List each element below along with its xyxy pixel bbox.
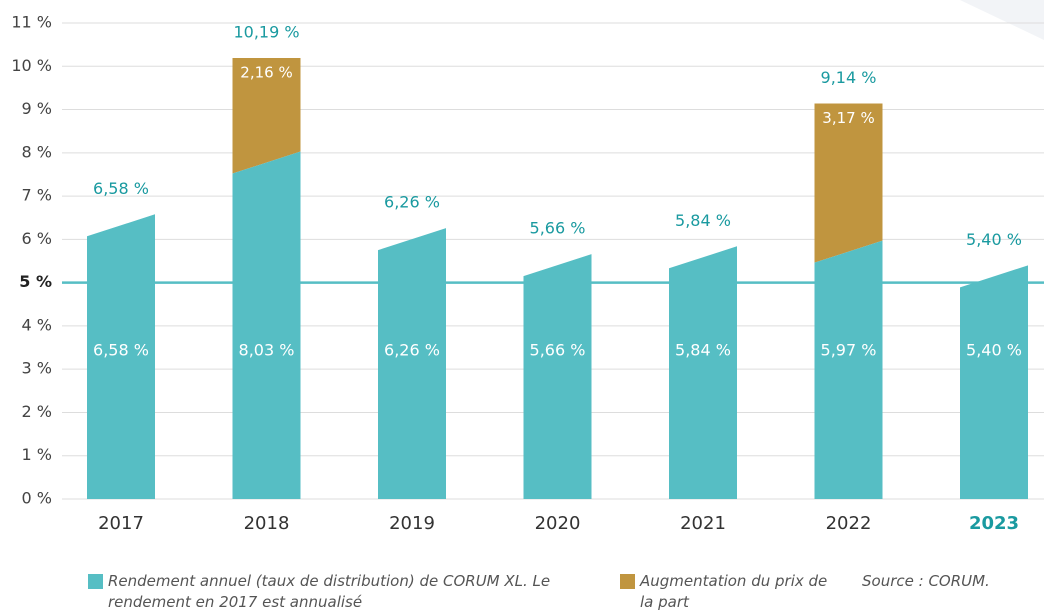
y-tick-label: 0 % bbox=[22, 489, 52, 508]
value-label: 6,58 % bbox=[93, 341, 149, 360]
x-tick-label: 2021 bbox=[680, 513, 726, 534]
y-tick-label: 7 % bbox=[22, 186, 52, 205]
total-label: 5,40 % bbox=[966, 230, 1022, 249]
value-label: 3,17 % bbox=[822, 109, 874, 127]
x-tick-label: 2023 bbox=[969, 513, 1019, 534]
legend-swatch bbox=[620, 574, 635, 589]
value-label: 5,97 % bbox=[821, 341, 877, 360]
value-label: 2,16 % bbox=[240, 64, 292, 82]
source: Source : CORUM. bbox=[862, 572, 990, 590]
bar-segment bbox=[232, 58, 301, 174]
x-tick-label: 2022 bbox=[826, 513, 872, 534]
y-tick-label: 8 % bbox=[22, 142, 52, 161]
bar-segment bbox=[523, 254, 592, 499]
legend-label: Augmentation du prix de la part bbox=[640, 572, 828, 611]
corner-decoration bbox=[960, 0, 1044, 40]
y-tick-label: 1 % bbox=[22, 445, 52, 464]
legend-label: Rendement annuel (taux de distribution) … bbox=[108, 572, 551, 611]
bar-segment bbox=[87, 214, 155, 500]
value-label: 5,40 % bbox=[966, 341, 1022, 360]
total-label: 5,84 % bbox=[675, 211, 731, 230]
bar-segment bbox=[814, 103, 883, 263]
chart: 0 % 1 % 2 % 3 % 4 % 5 % 6 % 7 % 8 % 9 % 10 % 11 % 6,… bbox=[11, 0, 1044, 534]
total-label: 6,58 % bbox=[93, 179, 149, 198]
x-tick-label: 2019 bbox=[389, 513, 435, 534]
total-label: 5,66 % bbox=[530, 219, 586, 238]
y-tick-label: 11 % bbox=[11, 13, 52, 32]
y-tick-label: 9 % bbox=[22, 99, 52, 118]
bar-segment bbox=[378, 228, 446, 499]
value-label: 5,84 % bbox=[675, 341, 731, 360]
y-tick-label: 2 % bbox=[22, 402, 52, 421]
x-tick-label: 2020 bbox=[535, 513, 581, 534]
total-label: 6,26 % bbox=[384, 193, 440, 212]
value-label: 5,66 % bbox=[530, 341, 586, 360]
y-tick-label: 5 % bbox=[19, 272, 52, 291]
bar-segment bbox=[232, 151, 301, 499]
bar-segment bbox=[814, 240, 883, 500]
x-tick-label: 2017 bbox=[98, 513, 144, 534]
y-tick-label: 3 % bbox=[22, 359, 52, 378]
y-tick-label: 4 % bbox=[22, 315, 52, 334]
bar-segment bbox=[669, 246, 737, 499]
value-label: 6,26 % bbox=[384, 341, 440, 360]
total-label: 9,14 % bbox=[821, 68, 877, 87]
y-tick-label: 10 % bbox=[11, 56, 52, 75]
value-label: 8,03 % bbox=[239, 341, 295, 360]
x-tick-label: 2018 bbox=[244, 513, 290, 534]
total-label: 10,19 % bbox=[233, 23, 299, 42]
bar-segment bbox=[960, 265, 1028, 499]
y-tick-label: 6 % bbox=[22, 229, 52, 248]
legend-swatch bbox=[88, 574, 103, 589]
